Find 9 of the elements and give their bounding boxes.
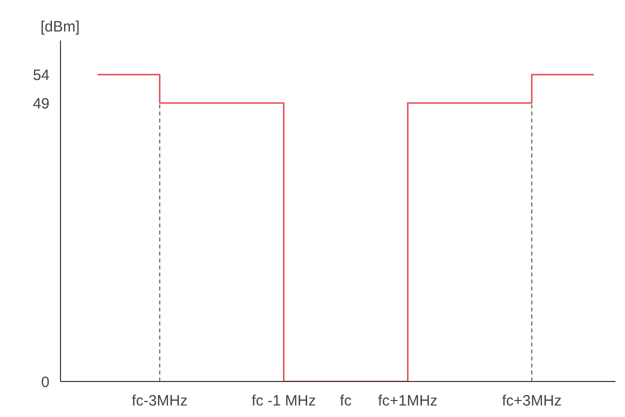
y-tick-label: 49 (32, 96, 50, 113)
x-tick-label: fc-3MHz (132, 392, 188, 410)
y-tick-label: 54 (32, 67, 50, 84)
x-tick-label: fc+3MHz (502, 392, 562, 410)
x-tick-label: fc (340, 392, 352, 410)
x-tick-label: fc+1MHz (378, 392, 438, 410)
x-tick-label: fc -1 MHz (252, 392, 316, 410)
y-axis-title: [dBm] (40, 18, 80, 36)
y-tick-label: 0 (41, 374, 50, 391)
